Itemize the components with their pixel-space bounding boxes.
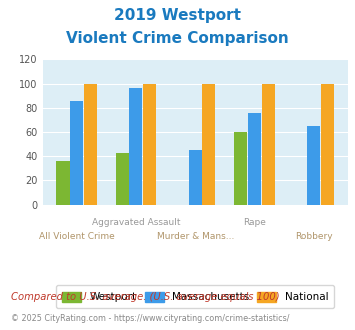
Bar <box>202 83 215 205</box>
Text: Robbery: Robbery <box>295 232 333 241</box>
Text: 2019 Westport: 2019 Westport <box>114 8 241 23</box>
Bar <box>248 113 261 205</box>
Text: Compared to U.S. average. (U.S. average equals 100): Compared to U.S. average. (U.S. average … <box>11 292 279 302</box>
Text: Rape: Rape <box>243 218 266 227</box>
Bar <box>70 101 83 205</box>
Bar <box>143 83 156 205</box>
Text: © 2025 CityRating.com - https://www.cityrating.com/crime-statistics/: © 2025 CityRating.com - https://www.city… <box>11 314 289 323</box>
Text: All Violent Crime: All Violent Crime <box>39 232 115 241</box>
Text: Murder & Mans...: Murder & Mans... <box>157 232 234 241</box>
Bar <box>56 161 70 205</box>
Bar <box>189 150 202 205</box>
Bar <box>234 132 247 205</box>
Text: Violent Crime Comparison: Violent Crime Comparison <box>66 31 289 46</box>
Bar <box>84 83 97 205</box>
Legend: Westport, Massachusetts, National: Westport, Massachusetts, National <box>56 285 334 308</box>
Bar <box>307 126 320 205</box>
Bar <box>116 152 129 205</box>
Bar <box>321 83 334 205</box>
Bar <box>262 83 275 205</box>
Bar <box>130 88 142 205</box>
Text: Aggravated Assault: Aggravated Assault <box>92 218 180 227</box>
